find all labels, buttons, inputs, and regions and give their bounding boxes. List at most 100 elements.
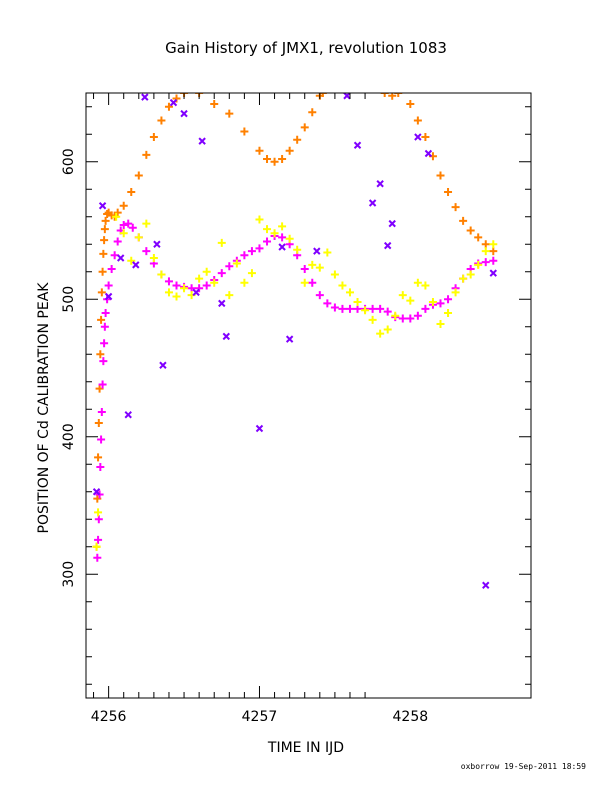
data-point-orange bbox=[481, 240, 490, 249]
data-point-orange bbox=[157, 116, 166, 125]
data-point-yellow bbox=[180, 284, 189, 293]
data-point-yellow bbox=[459, 274, 468, 283]
data-point-magenta bbox=[330, 303, 339, 312]
data-point-yellow bbox=[112, 212, 121, 221]
data-point-orange bbox=[436, 171, 445, 180]
data-point-purple bbox=[368, 199, 377, 207]
data-point-purple bbox=[169, 98, 178, 107]
data-point-purple bbox=[92, 488, 101, 496]
data-point-orange bbox=[164, 102, 173, 111]
data-point-orange bbox=[94, 419, 103, 427]
data-point-magenta bbox=[99, 357, 108, 366]
series-magenta bbox=[93, 219, 498, 562]
data-point-yellow bbox=[127, 256, 136, 265]
data-point-orange bbox=[225, 109, 234, 118]
data-point-orange bbox=[96, 350, 105, 359]
data-point-purple bbox=[104, 292, 113, 301]
data-point-orange bbox=[93, 494, 102, 503]
data-point-magenta bbox=[368, 304, 377, 313]
x-axis: 4256 4257 4258 bbox=[91, 93, 428, 725]
x-tick-label: 4256 bbox=[91, 709, 127, 725]
data-point-magenta bbox=[398, 314, 407, 323]
data-point-yellow bbox=[428, 298, 437, 306]
data-point-magenta bbox=[100, 322, 109, 331]
data-point-orange bbox=[278, 155, 287, 163]
y-axis: 300 400 500 600 bbox=[61, 106, 531, 685]
data-point-magenta bbox=[240, 251, 249, 260]
data-point-magenta bbox=[489, 256, 498, 265]
y-tick-label: 500 bbox=[61, 286, 77, 313]
data-point-magenta bbox=[444, 295, 453, 304]
data-point-purple bbox=[313, 247, 321, 255]
series-purple bbox=[92, 93, 497, 589]
data-point-yellow bbox=[134, 233, 143, 242]
data-point-yellow bbox=[368, 315, 377, 324]
data-point-orange bbox=[97, 288, 106, 297]
data-point-yellow bbox=[247, 269, 256, 278]
data-point-magenta bbox=[128, 223, 137, 232]
data-point-yellow bbox=[225, 291, 234, 300]
data-point-magenta bbox=[110, 251, 119, 260]
data-point-orange bbox=[421, 133, 430, 141]
data-point-orange bbox=[318, 93, 327, 97]
data-point-magenta bbox=[94, 535, 103, 544]
data-point-magenta bbox=[217, 269, 226, 278]
data-point-orange bbox=[100, 236, 109, 245]
data-point-yellow bbox=[94, 508, 103, 517]
data-point-magenta bbox=[96, 463, 105, 471]
data-point-purple bbox=[285, 335, 294, 343]
data-point-orange bbox=[100, 225, 109, 234]
data-point-yellow bbox=[398, 291, 407, 300]
data-point-yellow bbox=[413, 278, 422, 287]
data-point-magenta bbox=[93, 553, 102, 562]
data-point-yellow bbox=[217, 238, 226, 247]
data-point-magenta bbox=[164, 277, 173, 286]
data-point-yellow bbox=[202, 267, 211, 276]
data-point-yellow bbox=[164, 288, 173, 297]
data-point-orange bbox=[97, 315, 106, 324]
y-tick-label: 400 bbox=[61, 423, 77, 450]
data-point-magenta bbox=[345, 304, 354, 313]
data-point-magenta bbox=[172, 281, 181, 290]
data-point-magenta bbox=[338, 304, 347, 313]
data-point-orange bbox=[149, 133, 158, 141]
data-point-yellow bbox=[278, 222, 287, 231]
data-point-purple bbox=[159, 361, 167, 369]
data-point-yellow bbox=[308, 260, 317, 269]
data-point-purple bbox=[198, 137, 206, 145]
data-point-magenta bbox=[278, 233, 287, 242]
y-tick-label: 600 bbox=[61, 148, 77, 175]
data-point-orange bbox=[308, 108, 317, 117]
plot-frame bbox=[85, 92, 532, 699]
data-point-yellow bbox=[92, 542, 101, 551]
data-point-orange bbox=[210, 100, 219, 108]
footer-credit: oxborrow 19-Sep-2011 18:59 bbox=[461, 762, 586, 771]
data-point-magenta bbox=[202, 281, 211, 290]
data-marks bbox=[92, 93, 498, 589]
data-point-purple bbox=[424, 149, 433, 158]
data-point-purple bbox=[98, 202, 107, 210]
data-point-magenta bbox=[247, 247, 256, 256]
data-point-yellow bbox=[376, 329, 385, 338]
data-point-magenta bbox=[300, 265, 309, 273]
data-point-yellow bbox=[444, 309, 453, 317]
data-point-orange bbox=[300, 123, 309, 132]
data-point-orange bbox=[466, 226, 475, 235]
data-point-yellow bbox=[255, 215, 264, 224]
data-point-purple bbox=[482, 581, 490, 589]
data-point-orange bbox=[263, 155, 272, 163]
data-point-magenta bbox=[353, 304, 362, 313]
data-point-magenta bbox=[187, 284, 196, 293]
data-point-purple bbox=[353, 141, 362, 149]
data-point-orange bbox=[270, 157, 279, 166]
data-point-yellow bbox=[345, 288, 354, 297]
data-point-magenta bbox=[97, 435, 106, 444]
data-point-purple bbox=[383, 241, 392, 250]
data-point-orange bbox=[172, 94, 181, 103]
data-point-yellow bbox=[466, 270, 475, 279]
data-point-orange bbox=[113, 208, 122, 217]
data-point-orange bbox=[255, 146, 264, 155]
x-axis-label: TIME IN IJD bbox=[267, 740, 344, 756]
data-point-yellow bbox=[451, 288, 460, 297]
data-point-yellow bbox=[240, 278, 249, 287]
